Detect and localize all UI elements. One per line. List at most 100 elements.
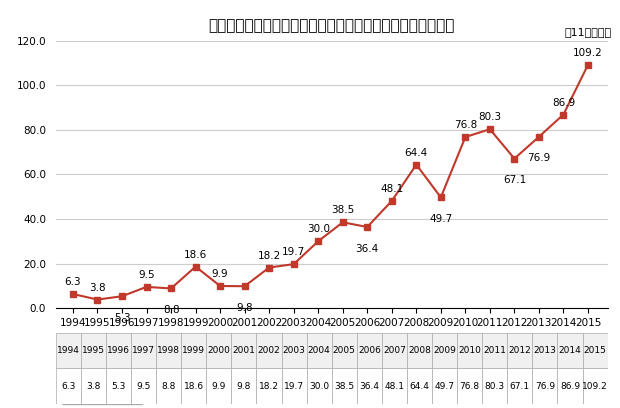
Title: 関西空港開港以来の年間食料品輸出額の推移（単位：億円）: 関西空港開港以来の年間食料品輸出額の推移（単位：億円） (208, 18, 455, 33)
Text: 76.9: 76.9 (527, 153, 551, 164)
Text: 2010: 2010 (458, 346, 481, 355)
Text: 2008: 2008 (408, 346, 431, 355)
Text: 67.1: 67.1 (510, 381, 530, 390)
FancyBboxPatch shape (356, 368, 382, 404)
FancyBboxPatch shape (181, 368, 206, 404)
FancyBboxPatch shape (257, 333, 281, 368)
FancyBboxPatch shape (332, 333, 356, 368)
Text: （11月まで）: （11月まで） (564, 27, 611, 37)
Text: 80.3: 80.3 (485, 381, 505, 390)
FancyBboxPatch shape (131, 333, 156, 368)
Text: 67.1: 67.1 (503, 175, 526, 185)
FancyBboxPatch shape (281, 368, 307, 404)
Text: 76.9: 76.9 (535, 381, 555, 390)
FancyBboxPatch shape (432, 333, 457, 368)
Text: 2003: 2003 (283, 346, 306, 355)
FancyBboxPatch shape (106, 333, 131, 368)
Text: 64.4: 64.4 (405, 148, 428, 157)
FancyBboxPatch shape (106, 368, 131, 404)
Text: 49.7: 49.7 (435, 381, 454, 390)
FancyBboxPatch shape (156, 333, 181, 368)
Legend: 輸出額(億円): 輸出額(億円) (61, 385, 143, 404)
Text: 18.2: 18.2 (259, 381, 279, 390)
FancyBboxPatch shape (56, 333, 81, 368)
Text: 9.8: 9.8 (236, 303, 253, 313)
FancyBboxPatch shape (407, 368, 432, 404)
FancyBboxPatch shape (557, 368, 583, 404)
Text: 2006: 2006 (358, 346, 381, 355)
FancyBboxPatch shape (407, 333, 432, 368)
FancyBboxPatch shape (56, 368, 81, 404)
Text: 9.8: 9.8 (237, 381, 251, 390)
Text: 9.9: 9.9 (211, 381, 226, 390)
FancyBboxPatch shape (533, 333, 557, 368)
Text: 76.8: 76.8 (459, 381, 480, 390)
Text: 1996: 1996 (107, 346, 130, 355)
Text: 1997: 1997 (132, 346, 155, 355)
FancyBboxPatch shape (507, 333, 533, 368)
FancyBboxPatch shape (332, 368, 356, 404)
FancyBboxPatch shape (457, 333, 482, 368)
Text: 1994: 1994 (57, 346, 80, 355)
Text: 9.5: 9.5 (138, 270, 155, 280)
Text: 80.3: 80.3 (478, 112, 502, 122)
Text: 2013: 2013 (533, 346, 556, 355)
FancyBboxPatch shape (156, 368, 181, 404)
Text: 5.3: 5.3 (113, 313, 130, 323)
Text: 19.7: 19.7 (284, 381, 304, 390)
FancyBboxPatch shape (257, 368, 281, 404)
Text: 76.8: 76.8 (454, 120, 477, 130)
FancyBboxPatch shape (482, 368, 507, 404)
Text: 2001: 2001 (232, 346, 255, 355)
Text: 2005: 2005 (333, 346, 356, 355)
Text: 9.9: 9.9 (212, 269, 228, 279)
FancyBboxPatch shape (507, 368, 533, 404)
Text: 36.4: 36.4 (356, 244, 379, 254)
Text: 18.6: 18.6 (184, 381, 204, 390)
Text: 9.5: 9.5 (136, 381, 151, 390)
FancyBboxPatch shape (307, 333, 332, 368)
FancyBboxPatch shape (131, 368, 156, 404)
Text: 36.4: 36.4 (360, 381, 379, 390)
Text: 109.2: 109.2 (573, 48, 603, 58)
Text: 5.3: 5.3 (112, 381, 126, 390)
FancyBboxPatch shape (281, 333, 307, 368)
Text: 2004: 2004 (308, 346, 330, 355)
Text: 3.8: 3.8 (89, 283, 106, 293)
FancyBboxPatch shape (206, 333, 231, 368)
Text: 8.8: 8.8 (163, 305, 179, 315)
Text: 1998: 1998 (157, 346, 180, 355)
Text: 64.4: 64.4 (410, 381, 430, 390)
Text: 49.7: 49.7 (429, 214, 453, 224)
Text: 30.0: 30.0 (307, 224, 330, 234)
Text: 2009: 2009 (433, 346, 456, 355)
FancyBboxPatch shape (81, 333, 106, 368)
FancyBboxPatch shape (356, 333, 382, 368)
FancyBboxPatch shape (382, 333, 407, 368)
FancyBboxPatch shape (583, 333, 608, 368)
Text: 18.2: 18.2 (257, 251, 281, 261)
FancyBboxPatch shape (432, 368, 457, 404)
Text: 86.9: 86.9 (552, 98, 575, 108)
Text: 30.0: 30.0 (309, 381, 329, 390)
Text: 1999: 1999 (182, 346, 205, 355)
FancyBboxPatch shape (457, 368, 482, 404)
Text: 2000: 2000 (208, 346, 230, 355)
Text: 109.2: 109.2 (582, 381, 608, 390)
FancyBboxPatch shape (206, 368, 231, 404)
Text: 38.5: 38.5 (334, 381, 354, 390)
Text: 2015: 2015 (583, 346, 606, 355)
Text: 1995: 1995 (82, 346, 105, 355)
FancyBboxPatch shape (382, 368, 407, 404)
Text: 2014: 2014 (559, 346, 582, 355)
FancyBboxPatch shape (307, 368, 332, 404)
FancyBboxPatch shape (231, 368, 257, 404)
Text: 3.8: 3.8 (86, 381, 100, 390)
FancyBboxPatch shape (81, 368, 106, 404)
FancyBboxPatch shape (181, 333, 206, 368)
Text: 2011: 2011 (484, 346, 506, 355)
FancyBboxPatch shape (583, 368, 608, 404)
Text: 86.9: 86.9 (560, 381, 580, 390)
Text: 6.3: 6.3 (61, 381, 76, 390)
FancyBboxPatch shape (482, 333, 507, 368)
